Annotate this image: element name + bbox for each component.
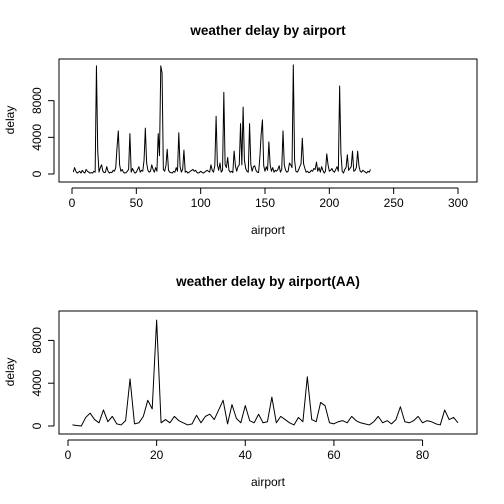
x-tick-label: 200 [319,196,339,210]
plot-area [73,65,370,173]
y-tick-label: 8000 [30,87,44,114]
y-tick-label: 0 [30,422,44,429]
chart-title: weather delay by airport [189,23,346,38]
y-tick-label: 0 [30,170,44,177]
x-axis: 0 20 40 60 80 [65,440,430,462]
y-axis-label: delay [3,106,17,135]
series-line [73,65,370,173]
y-axis-label: delay [3,358,17,387]
x-axis-label: airport [251,223,286,237]
x-tick-label: 50 [130,196,144,210]
x-tick-label: 0 [65,448,72,462]
y-axis: 0 4000 8000 [30,87,54,177]
x-axis-label: airport [251,475,286,489]
plot-area [72,320,458,426]
y-tick-label: 4000 [30,124,44,151]
chart-top: weather delay by airport airport delay 0… [3,23,477,237]
x-tick-label: 250 [384,196,404,210]
chart-title: weather delay by airport(AA) [175,274,360,289]
plot-frame [59,311,477,434]
x-tick-label: 150 [255,196,275,210]
chart-bottom: weather delay by airport(AA) airport del… [3,274,477,489]
x-tick-label: 300 [448,196,468,210]
x-tick-label: 100 [191,196,211,210]
x-tick-label: 60 [327,448,341,462]
y-axis: 0 4000 8000 [30,327,54,430]
x-axis: 0 50 100 150 200 250 300 [69,188,469,210]
x-tick-label: 80 [416,448,430,462]
x-tick-label: 0 [69,196,76,210]
y-tick-label: 4000 [30,370,44,397]
y-tick-label: 8000 [30,327,44,354]
series-line [72,320,458,426]
x-tick-label: 40 [239,448,253,462]
x-tick-label: 20 [150,448,164,462]
